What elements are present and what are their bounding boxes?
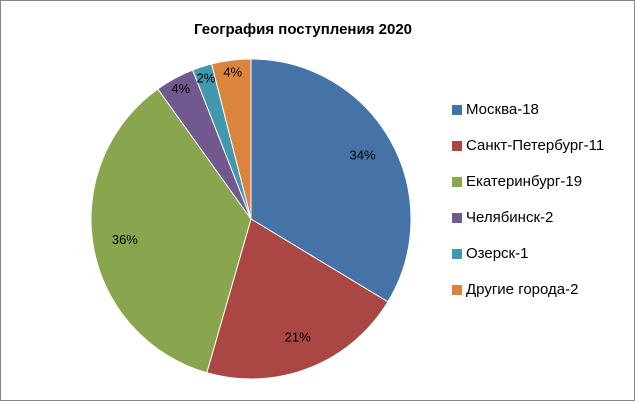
data-label: 34% xyxy=(349,148,375,163)
pie-slice xyxy=(90,88,252,374)
legend-label: Екатеринбург-19 xyxy=(466,173,582,190)
pie-slice xyxy=(250,58,412,303)
chart-title: География поступления 2020 xyxy=(194,21,412,38)
legend-swatch xyxy=(452,177,462,187)
data-label: 21% xyxy=(285,330,311,345)
legend-label: Озерск-1 xyxy=(466,245,528,262)
legend-swatch xyxy=(452,105,462,115)
legend-label: Москва-18 xyxy=(466,101,539,118)
legend-swatch xyxy=(452,141,462,151)
data-label: 36% xyxy=(112,232,138,247)
legend-swatch xyxy=(452,213,462,223)
legend-label: Санкт-Петербург-11 xyxy=(466,137,604,154)
legend-swatch xyxy=(452,285,462,295)
legend-label: Челябинск-2 xyxy=(466,209,553,226)
pie-slice xyxy=(210,58,252,220)
data-label: 4% xyxy=(171,81,190,96)
data-label: 2% xyxy=(197,70,216,85)
legend-label: Другие города-2 xyxy=(466,281,578,298)
legend-swatch xyxy=(452,249,462,259)
data-label: 4% xyxy=(223,64,242,79)
pie-slice xyxy=(206,218,389,380)
